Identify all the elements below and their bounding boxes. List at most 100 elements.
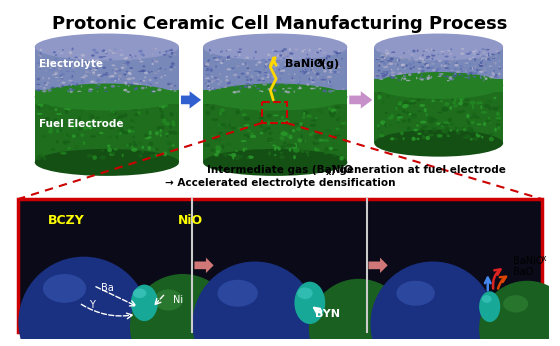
Ellipse shape <box>473 67 477 70</box>
Ellipse shape <box>390 76 394 79</box>
Ellipse shape <box>461 110 465 112</box>
Ellipse shape <box>329 71 332 73</box>
Ellipse shape <box>384 122 386 127</box>
Ellipse shape <box>128 60 132 61</box>
Ellipse shape <box>486 55 489 56</box>
Ellipse shape <box>237 90 240 93</box>
Ellipse shape <box>48 90 52 91</box>
Ellipse shape <box>272 145 276 146</box>
Ellipse shape <box>268 88 272 91</box>
Ellipse shape <box>124 57 128 60</box>
Ellipse shape <box>269 82 272 84</box>
Ellipse shape <box>235 150 238 152</box>
Polygon shape <box>194 258 213 273</box>
Ellipse shape <box>259 90 261 92</box>
Ellipse shape <box>232 105 239 109</box>
Ellipse shape <box>323 89 326 92</box>
Ellipse shape <box>377 95 381 100</box>
Ellipse shape <box>228 86 230 87</box>
Ellipse shape <box>273 82 277 83</box>
Ellipse shape <box>302 115 305 119</box>
Ellipse shape <box>472 74 473 75</box>
Ellipse shape <box>335 53 339 54</box>
Ellipse shape <box>149 79 152 81</box>
Ellipse shape <box>449 129 452 131</box>
Ellipse shape <box>287 91 290 93</box>
Ellipse shape <box>449 70 454 72</box>
Ellipse shape <box>498 73 500 75</box>
Ellipse shape <box>118 74 122 77</box>
Ellipse shape <box>280 104 282 108</box>
Ellipse shape <box>503 295 528 312</box>
Ellipse shape <box>144 76 146 79</box>
Ellipse shape <box>461 48 464 50</box>
Ellipse shape <box>259 125 263 128</box>
Ellipse shape <box>312 103 318 107</box>
Ellipse shape <box>431 92 434 95</box>
Ellipse shape <box>380 120 386 125</box>
Ellipse shape <box>162 152 167 156</box>
Ellipse shape <box>299 86 301 89</box>
Ellipse shape <box>223 125 230 129</box>
Ellipse shape <box>220 86 223 88</box>
Ellipse shape <box>211 76 213 78</box>
Ellipse shape <box>496 112 500 116</box>
Ellipse shape <box>459 98 465 100</box>
Ellipse shape <box>104 88 106 89</box>
Ellipse shape <box>271 108 276 110</box>
Ellipse shape <box>451 122 455 127</box>
Ellipse shape <box>428 116 434 119</box>
Ellipse shape <box>220 123 226 126</box>
Ellipse shape <box>428 51 430 53</box>
Ellipse shape <box>87 68 91 69</box>
Ellipse shape <box>88 90 92 92</box>
Ellipse shape <box>422 58 424 61</box>
Ellipse shape <box>407 113 413 116</box>
Ellipse shape <box>311 66 313 69</box>
Ellipse shape <box>206 62 209 65</box>
Ellipse shape <box>376 58 379 59</box>
Ellipse shape <box>152 60 153 62</box>
Ellipse shape <box>282 68 284 70</box>
Ellipse shape <box>69 90 73 93</box>
Ellipse shape <box>334 106 341 109</box>
Ellipse shape <box>337 65 341 68</box>
Ellipse shape <box>115 70 119 72</box>
Ellipse shape <box>259 112 263 116</box>
Ellipse shape <box>488 116 490 120</box>
Ellipse shape <box>167 83 169 85</box>
Ellipse shape <box>35 83 179 110</box>
Ellipse shape <box>478 64 480 65</box>
Ellipse shape <box>99 56 103 58</box>
Ellipse shape <box>293 148 300 153</box>
Ellipse shape <box>173 67 176 68</box>
Ellipse shape <box>123 113 128 118</box>
Ellipse shape <box>391 52 395 53</box>
Ellipse shape <box>333 135 336 140</box>
Ellipse shape <box>340 65 341 67</box>
Ellipse shape <box>159 130 162 134</box>
Ellipse shape <box>315 72 320 75</box>
Ellipse shape <box>287 88 292 89</box>
Ellipse shape <box>220 60 223 62</box>
Ellipse shape <box>436 96 440 100</box>
Ellipse shape <box>164 75 166 76</box>
Ellipse shape <box>100 75 103 77</box>
Ellipse shape <box>335 64 339 66</box>
Ellipse shape <box>268 62 270 64</box>
Ellipse shape <box>278 78 281 81</box>
Ellipse shape <box>309 67 310 68</box>
Ellipse shape <box>469 51 472 54</box>
Ellipse shape <box>207 127 209 129</box>
Ellipse shape <box>129 67 133 69</box>
Ellipse shape <box>210 53 211 54</box>
Ellipse shape <box>460 65 464 67</box>
Ellipse shape <box>389 70 392 71</box>
Ellipse shape <box>263 127 267 130</box>
Ellipse shape <box>256 76 258 78</box>
Ellipse shape <box>229 123 231 127</box>
Ellipse shape <box>418 62 421 63</box>
Ellipse shape <box>479 281 560 346</box>
Ellipse shape <box>425 49 429 51</box>
Ellipse shape <box>127 63 129 66</box>
